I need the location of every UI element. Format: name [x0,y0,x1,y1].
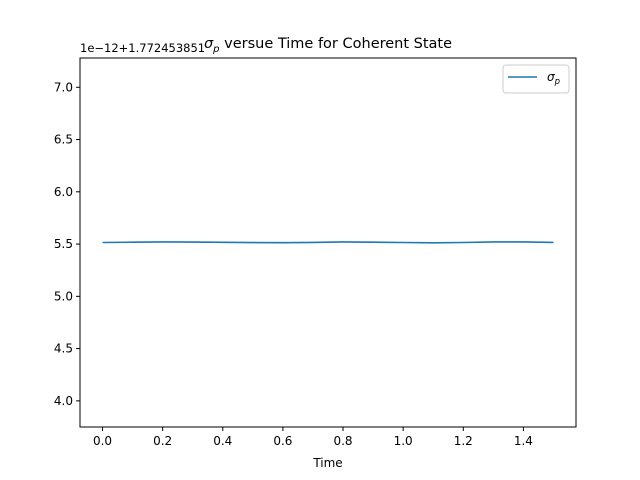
y-tick-label: 5.5 [54,237,73,251]
x-tick-label: 0.6 [273,434,292,448]
y-tick-label: 5.0 [54,289,73,303]
x-tick-label: 0.8 [333,434,352,448]
chart-title: σp versue Time for Coherent State [204,36,452,55]
x-axis-label: Time [312,456,342,470]
x-tick-label: 1.4 [514,434,533,448]
y-tick-label: 6.0 [54,185,73,199]
y-tick-label: 4.0 [54,394,73,408]
y-tick-label: 4.5 [54,342,73,356]
x-tick-label: 0.2 [153,434,172,448]
axes-frame [79,57,577,428]
y-tick-label: 7.0 [54,80,73,94]
legend-label: σp [547,70,560,87]
y-tick-label: 6.5 [54,133,73,147]
x-axis: 0.0 0.2 0.4 0.6 0.8 1.0 1.2 1.4 [93,427,533,448]
legend: σp [502,64,570,94]
x-tick-label: 1.0 [394,434,413,448]
x-tick-label: 0.0 [93,434,112,448]
legend-box [502,64,570,94]
x-tick-label: 0.4 [213,434,232,448]
plot-area [102,241,554,244]
x-tick-label: 1.2 [454,434,473,448]
series-line-sigma-p [102,241,554,244]
y-axis: 4.0 4.5 5.0 5.5 6.0 6.5 7.0 [54,80,80,408]
y-offset-label: 1e−12+1.772453851 [80,41,205,55]
